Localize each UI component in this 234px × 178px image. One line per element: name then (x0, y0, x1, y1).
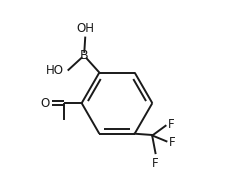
Text: B: B (80, 49, 89, 62)
Text: O: O (41, 97, 50, 110)
Text: F: F (152, 157, 159, 170)
Text: F: F (168, 117, 174, 130)
Text: HO: HO (46, 64, 64, 77)
Text: F: F (168, 136, 175, 149)
Text: OH: OH (76, 22, 94, 35)
